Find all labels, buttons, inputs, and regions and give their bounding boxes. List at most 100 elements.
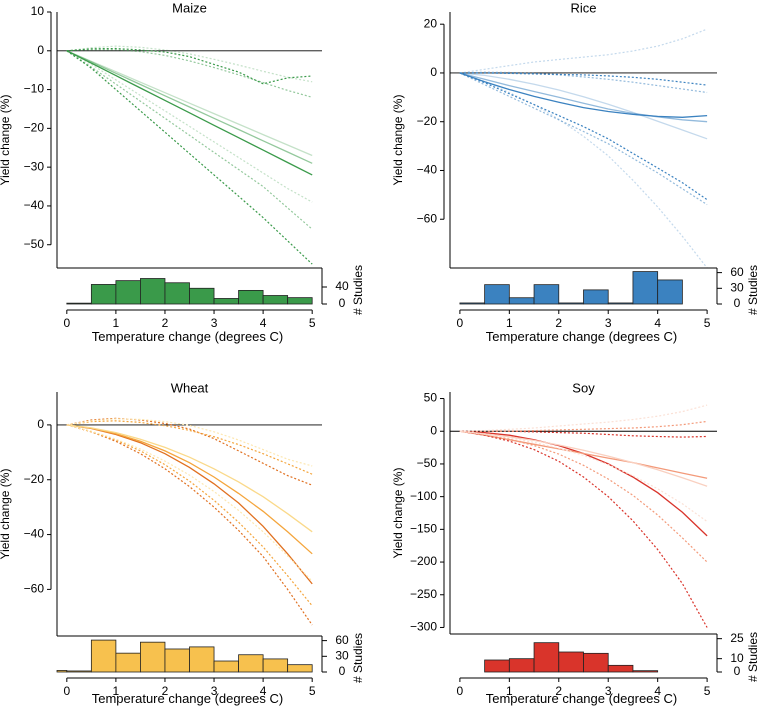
series-line bbox=[66, 47, 313, 85]
x-tick-label: 2 bbox=[162, 316, 169, 330]
y-tick-label: 0 bbox=[37, 43, 44, 57]
histogram-bar bbox=[238, 289, 264, 305]
x-tick-label: 5 bbox=[309, 684, 316, 698]
histogram-bar bbox=[657, 279, 683, 305]
histogram-bar bbox=[90, 284, 117, 305]
y-tick-label: 10 bbox=[31, 4, 45, 18]
series-line bbox=[459, 72, 708, 86]
histogram-bar bbox=[607, 302, 634, 305]
histogram-bar bbox=[607, 664, 634, 673]
histogram-bar bbox=[533, 284, 560, 305]
series-line bbox=[66, 50, 313, 157]
x-tick-label: 5 bbox=[309, 316, 316, 330]
hist-tick-label: 10 bbox=[730, 651, 744, 665]
hist-axis-label: # Studies bbox=[351, 265, 365, 315]
series-line bbox=[459, 430, 708, 479]
histogram-bar bbox=[66, 670, 92, 673]
y-tick-label: −10 bbox=[24, 82, 45, 96]
y-tick-label: 20 bbox=[424, 16, 438, 30]
x-axis-label: Temperature change (degrees C) bbox=[92, 329, 284, 344]
series-line bbox=[66, 50, 313, 176]
hist-axis-label: # Studies bbox=[746, 632, 760, 682]
y-axis-label: Yield change (%) bbox=[0, 469, 12, 560]
hist-tick-label: 0 bbox=[734, 664, 741, 678]
x-tick-label: 1 bbox=[113, 684, 120, 698]
histogram-bar bbox=[583, 289, 609, 305]
series-line bbox=[66, 424, 313, 582]
histogram-bar bbox=[115, 652, 141, 673]
histogram-bar bbox=[115, 280, 141, 305]
series-line bbox=[66, 50, 313, 230]
histogram-bar bbox=[558, 651, 584, 673]
x-tick-label: 3 bbox=[605, 684, 612, 698]
hist-axis-label: # Studies bbox=[746, 265, 760, 315]
y-axis-label: Yield change (%) bbox=[391, 468, 405, 559]
y-tick-label: −300 bbox=[410, 620, 437, 634]
histogram-bar bbox=[484, 284, 510, 305]
series-line bbox=[66, 417, 313, 486]
y-tick-label: −30 bbox=[24, 159, 45, 173]
series-line bbox=[66, 424, 313, 585]
x-tick-label: 2 bbox=[162, 684, 169, 698]
chart-title: Maize bbox=[172, 0, 207, 15]
x-tick-label: 1 bbox=[113, 316, 120, 330]
y-tick-label: −150 bbox=[410, 522, 437, 536]
series-line bbox=[459, 72, 708, 206]
x-tick-label: 4 bbox=[260, 684, 267, 698]
histogram-bar bbox=[459, 302, 486, 305]
histogram-bar bbox=[189, 646, 215, 673]
y-tick-label: −20 bbox=[24, 472, 45, 486]
y-tick-label: −20 bbox=[24, 121, 45, 135]
hist-tick-label: 30 bbox=[335, 648, 349, 662]
histogram-bar bbox=[164, 648, 190, 673]
chart-title: Rice bbox=[570, 0, 596, 15]
x-tick-label: 1 bbox=[506, 684, 513, 698]
series-line bbox=[459, 28, 708, 74]
y-tick-label: −50 bbox=[417, 456, 438, 470]
hist-tick-label: 40 bbox=[335, 279, 349, 293]
x-tick-label: 3 bbox=[211, 316, 218, 330]
x-tick-label: 2 bbox=[555, 684, 562, 698]
hist-tick-label: 60 bbox=[730, 265, 744, 279]
y-tick-label: 50 bbox=[424, 391, 438, 405]
histogram-bar bbox=[238, 654, 264, 673]
series-line bbox=[66, 418, 313, 467]
histogram-bar bbox=[533, 642, 560, 673]
histogram-bar bbox=[287, 664, 313, 673]
histogram-bar bbox=[262, 658, 289, 673]
x-tick-label: 5 bbox=[704, 316, 711, 330]
series-line bbox=[459, 430, 708, 522]
x-tick-label: 3 bbox=[211, 684, 218, 698]
y-tick-label: −60 bbox=[24, 582, 45, 596]
histogram-bar bbox=[583, 652, 609, 673]
series-line bbox=[66, 45, 313, 83]
x-tick-label: 0 bbox=[457, 316, 464, 330]
series-line bbox=[459, 420, 708, 432]
x-tick-label: 0 bbox=[63, 316, 70, 330]
histogram-bar bbox=[164, 282, 190, 305]
histogram-bar bbox=[632, 271, 659, 305]
histogram-bar bbox=[56, 670, 68, 673]
x-tick-label: 0 bbox=[63, 684, 70, 698]
series-line bbox=[459, 72, 708, 118]
histogram-bar bbox=[632, 670, 659, 673]
y-tick-label: −40 bbox=[24, 527, 45, 541]
x-tick-label: 2 bbox=[555, 316, 562, 330]
series-line bbox=[66, 420, 313, 475]
x-tick-label: 5 bbox=[704, 684, 711, 698]
hist-tick-label: 0 bbox=[339, 664, 346, 678]
histogram-bar bbox=[508, 658, 535, 673]
histogram-bar bbox=[66, 302, 92, 305]
histogram-bar bbox=[287, 297, 313, 305]
y-tick-label: −100 bbox=[410, 489, 437, 503]
series-line bbox=[66, 50, 313, 265]
x-tick-label: 1 bbox=[506, 316, 513, 330]
series-line bbox=[459, 71, 708, 94]
y-tick-label: 0 bbox=[430, 423, 437, 437]
hist-tick-label: 0 bbox=[734, 296, 741, 310]
y-tick-label: −200 bbox=[410, 554, 437, 568]
